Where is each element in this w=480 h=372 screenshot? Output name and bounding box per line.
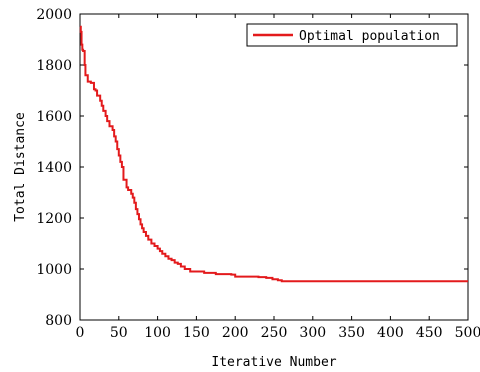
x-tick-label: 350 [338,325,365,341]
series-lines [79,25,468,283]
y-tick-label: 1400 [36,160,72,176]
legend-box [246,23,458,47]
x-tick-label: 200 [222,325,249,341]
y-tick-label: 1800 [36,58,72,74]
x-tick-label: 300 [299,325,326,341]
axis-ticks [79,13,469,321]
y-tick-label: 1600 [36,109,72,125]
y-tick-label: 2000 [36,7,72,23]
x-tick-label: 450 [416,325,443,341]
y-axis-title: Total Distance [13,112,28,222]
y-tick-label: 800 [45,313,72,329]
tick-labels: 0 50 100 150 200 250 300 350 400 450 500 800 1000 120… [36,7,480,341]
x-tick-label: 100 [144,325,171,341]
x-axis-title: Iterative Number [211,355,336,370]
x-tick-label: 400 [377,325,404,341]
y-tick-label: 1200 [36,211,72,227]
legend-label: Optimal population [299,29,440,44]
x-tick-label: 50 [110,325,128,341]
series-line-0 [79,25,468,283]
plot-area [79,13,469,321]
y-tick-label: 1000 [36,262,72,278]
x-tick-label: 150 [183,325,210,341]
x-tick-label: 250 [261,325,288,341]
x-tick-label: 500 [455,325,480,341]
x-tick-label: 0 [76,325,85,341]
legend: Optimal population [246,23,458,47]
